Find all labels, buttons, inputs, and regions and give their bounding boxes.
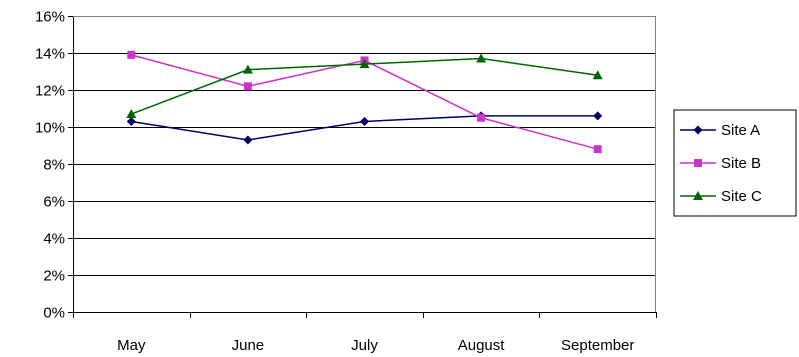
legend-swatch-marker xyxy=(693,125,703,135)
axes xyxy=(68,16,657,318)
legend-item-site-b: Site B xyxy=(680,155,761,172)
series-line-site-b xyxy=(131,54,598,150)
data-point-site-b xyxy=(127,50,136,59)
data-point-site-b xyxy=(593,145,602,154)
legend-item-site-a: Site A xyxy=(680,122,760,139)
y-tick-label: 8% xyxy=(43,157,65,174)
data-point-site-c xyxy=(592,70,603,80)
y-axis-tick-labels: 0% 2% 4% 6% 8% 10% 12% 14% 16% xyxy=(35,9,65,322)
data-point-site-a xyxy=(243,135,253,145)
legend-swatch-marker xyxy=(694,159,702,167)
x-axis-tick-labels: May June July August September xyxy=(117,337,634,354)
y-tick-label: 0% xyxy=(43,305,65,322)
data-point-site-c xyxy=(126,109,137,119)
data-point-site-b xyxy=(477,113,486,122)
series-site-a xyxy=(126,111,603,145)
data-point-site-b xyxy=(243,82,252,91)
y-tick-label: 12% xyxy=(35,83,65,100)
data-point-site-a xyxy=(593,111,603,121)
x-tick-label: July xyxy=(351,337,378,354)
legend-item-site-c: Site C xyxy=(680,188,762,205)
data-point-site-c xyxy=(242,64,253,74)
y-tick-label: 4% xyxy=(43,231,65,248)
data-point-site-a xyxy=(126,116,136,126)
series-layer xyxy=(126,50,603,154)
legend: Site A Site B Site C xyxy=(673,109,797,217)
series-site-c xyxy=(126,53,603,119)
legend-label: Site A xyxy=(721,122,760,139)
y-tick-label: 6% xyxy=(43,194,65,211)
data-point-site-c xyxy=(476,53,487,63)
legend-label: Site B xyxy=(721,155,761,172)
x-tick-label: June xyxy=(232,337,265,354)
legend-swatch-marker xyxy=(693,191,703,200)
data-point-site-a xyxy=(360,116,369,126)
y-tick-label: 2% xyxy=(43,268,65,285)
data-point-site-c xyxy=(359,59,370,69)
y-tick-label: 10% xyxy=(35,120,65,137)
y-tick-label: 16% xyxy=(35,9,65,26)
x-tick-label: August xyxy=(458,337,506,354)
x-tick-label: May xyxy=(117,337,146,354)
gridlines xyxy=(73,16,656,276)
x-tick-label: September xyxy=(561,337,634,354)
legend-label: Site C xyxy=(721,188,762,205)
y-tick-label: 14% xyxy=(35,46,65,63)
